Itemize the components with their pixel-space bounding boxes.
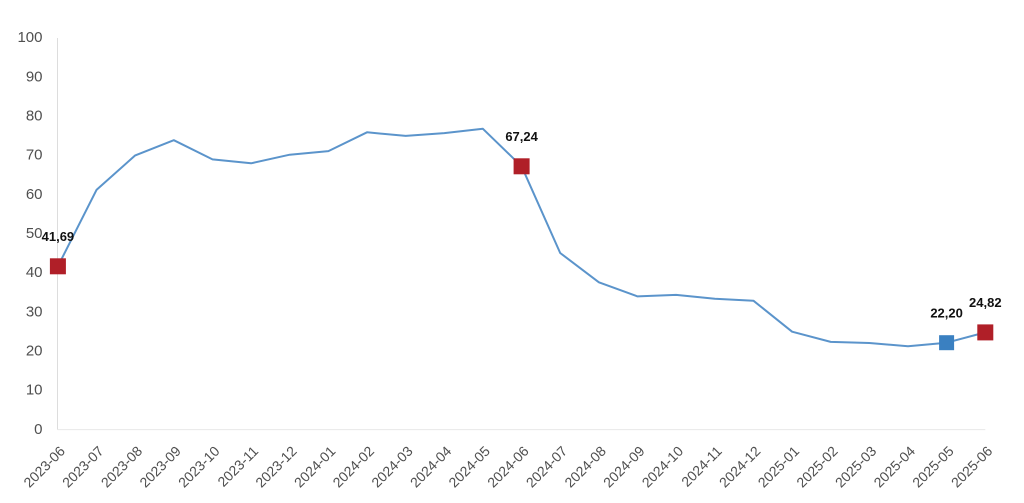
svg-text:2023-06: 2023-06: [20, 443, 68, 491]
svg-text:2024-10: 2024-10: [639, 443, 687, 491]
svg-text:2023-12: 2023-12: [252, 443, 300, 491]
svg-text:2024-07: 2024-07: [523, 443, 571, 491]
svg-text:2025-03: 2025-03: [832, 443, 880, 491]
svg-text:41,69: 41,69: [42, 229, 75, 244]
svg-text:30: 30: [26, 303, 43, 320]
svg-text:100: 100: [17, 29, 42, 46]
svg-text:22,20: 22,20: [930, 305, 963, 320]
svg-text:24,82: 24,82: [969, 295, 1002, 310]
svg-text:2023-08: 2023-08: [98, 443, 146, 491]
svg-text:2024-02: 2024-02: [329, 443, 377, 491]
svg-text:40: 40: [26, 264, 43, 281]
svg-text:2024-01: 2024-01: [291, 443, 339, 491]
svg-text:70: 70: [26, 147, 43, 164]
svg-text:90: 90: [26, 68, 43, 85]
svg-text:80: 80: [26, 108, 43, 125]
svg-text:2024-03: 2024-03: [368, 443, 416, 491]
svg-text:2024-05: 2024-05: [445, 443, 493, 491]
svg-text:2025-02: 2025-02: [793, 443, 841, 491]
svg-text:2024-08: 2024-08: [561, 443, 609, 491]
svg-text:2024-04: 2024-04: [407, 443, 455, 491]
svg-text:2023-10: 2023-10: [175, 443, 223, 491]
svg-text:2024-12: 2024-12: [716, 443, 764, 491]
svg-text:2025-01: 2025-01: [755, 443, 803, 491]
svg-text:2025-06: 2025-06: [948, 443, 996, 491]
svg-text:2025-04: 2025-04: [870, 443, 918, 491]
svg-text:2024-06: 2024-06: [484, 443, 532, 491]
svg-text:50: 50: [26, 225, 43, 242]
svg-text:2023-07: 2023-07: [59, 443, 107, 491]
svg-text:10: 10: [26, 382, 43, 399]
svg-text:2023-09: 2023-09: [136, 443, 184, 491]
svg-text:60: 60: [26, 186, 43, 203]
svg-text:20: 20: [26, 343, 43, 360]
svg-text:0: 0: [34, 421, 42, 438]
svg-text:2025-05: 2025-05: [909, 443, 957, 491]
svg-text:67,24: 67,24: [505, 129, 538, 144]
svg-text:2024-09: 2024-09: [600, 443, 648, 491]
